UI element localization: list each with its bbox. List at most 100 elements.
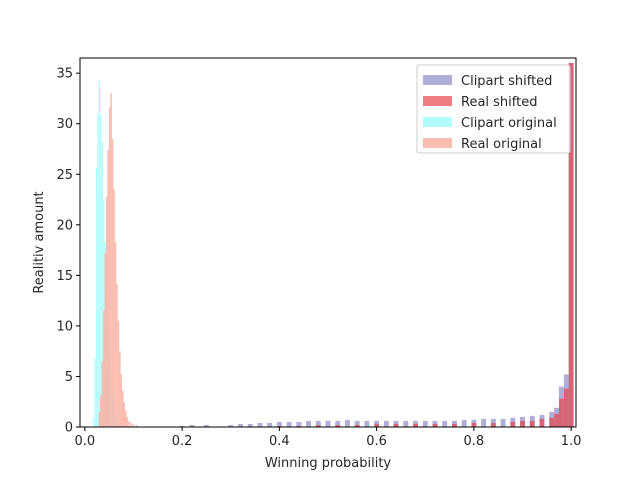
histogram-bar: [100, 394, 102, 427]
y-tick-label: 5: [65, 370, 73, 385]
histogram-bar: [105, 196, 108, 427]
histogram-bar: [103, 310, 105, 427]
x-tick-label: 0.0: [75, 434, 96, 449]
histogram-bar: [383, 420, 389, 427]
legend-box: [416, 64, 571, 154]
histogram-bar: [128, 420, 130, 427]
histogram-bar: [315, 424, 321, 427]
x-tick-label: 0.4: [269, 434, 290, 449]
legend-label: Real shifted: [461, 95, 537, 110]
histogram-bar: [413, 423, 418, 427]
x-tick-label: 0.8: [464, 434, 485, 449]
histogram-bar: [267, 422, 273, 427]
legend-swatch: [423, 138, 452, 148]
histogram-bar: [442, 420, 448, 427]
histogram-bar: [452, 420, 457, 427]
histogram-bars: [92, 63, 574, 427]
histogram-bar: [124, 410, 127, 427]
histogram-bar: [97, 113, 99, 427]
legend-label: Real original: [461, 137, 542, 152]
histogram-bar: [549, 417, 555, 427]
histogram-bar: [374, 420, 380, 427]
histogram-bar: [539, 418, 545, 427]
histogram-bar: [238, 423, 243, 427]
histogram-bar: [111, 138, 114, 427]
histogram-bar: [432, 420, 438, 427]
histogram-bar: [107, 149, 109, 427]
histogram-bar: [461, 419, 467, 427]
histogram-bar: [113, 189, 115, 427]
y-tick-label: 30: [56, 117, 73, 132]
histogram-bar: [228, 424, 234, 427]
histogram-bar: [117, 320, 120, 427]
histogram-bar: [92, 417, 95, 427]
histogram-bar: [114, 241, 117, 427]
histogram-bar: [558, 398, 564, 427]
histogram-bar: [354, 420, 360, 427]
histogram-bar: [296, 425, 302, 427]
histogram-bar: [554, 413, 559, 427]
histogram-bar: [179, 425, 185, 427]
histogram-bar: [100, 115, 102, 427]
histogram-bar: [422, 420, 428, 427]
histogram-bar: [568, 63, 574, 427]
histogram-bar: [500, 418, 506, 427]
histogram-bar: [132, 423, 135, 427]
histogram-bar: [510, 421, 516, 427]
legend-label: Clipart shifted: [461, 74, 552, 89]
histogram-bar: [95, 168, 98, 427]
histogram-bar: [393, 423, 399, 427]
y-axis-label: Realitiv amount: [32, 191, 47, 293]
histogram-bar: [335, 424, 341, 427]
histogram-bar: [101, 361, 104, 427]
histogram-bar: [110, 93, 112, 427]
histogram-bar: [130, 422, 132, 427]
histogram-bar: [123, 402, 126, 427]
histogram-bar: [101, 141, 104, 427]
y-tick-label: 10: [56, 319, 73, 334]
x-axis-label: Winning probability: [265, 456, 392, 471]
histogram-bar: [354, 424, 360, 427]
legend-label: Clipart original: [461, 116, 557, 131]
y-tick-label: 35: [56, 67, 73, 82]
series-real-original: [98, 93, 138, 427]
x-tick-label: 0.6: [366, 434, 387, 449]
histogram-bar: [257, 422, 263, 427]
histogram-bar: [413, 420, 418, 427]
x-tick-label: 0.2: [172, 434, 193, 449]
histogram-bar: [116, 283, 118, 427]
histogram-bar: [189, 424, 195, 427]
histogram-bar: [481, 418, 487, 427]
legend-swatch: [423, 96, 452, 106]
histogram-bar: [529, 420, 535, 427]
y-tick-label: 0: [65, 421, 73, 436]
x-axis: 0.0 0.2 0.4 0.6 0.8 1.0: [75, 427, 582, 449]
histogram-bar: [104, 253, 107, 427]
histogram-bar: [374, 423, 380, 427]
series-real-shifted: [276, 63, 574, 427]
histogram-bar: [325, 420, 331, 427]
histogram-bar: [98, 81, 101, 427]
histogram-bar: [403, 420, 409, 427]
legend: Clipart shifted Real shifted Clipart origi…: [416, 64, 571, 154]
y-tick-label: 15: [56, 269, 73, 284]
histogram-bar: [126, 416, 128, 427]
histogram-bar: [204, 424, 209, 427]
histogram-bar: [452, 423, 457, 427]
histogram-bar: [119, 351, 121, 427]
histogram-bar: [247, 423, 253, 427]
histogram-bar: [335, 420, 341, 427]
histogram-bar: [520, 420, 525, 427]
plot-frame: [79, 57, 577, 428]
histogram-bar: [432, 423, 438, 427]
histogram-bar: [286, 421, 292, 427]
histogram-bar: [276, 425, 282, 427]
y-tick-label: 25: [56, 168, 73, 183]
histogram-bar: [315, 420, 321, 427]
histogram-bar: [490, 422, 496, 427]
x-tick-label: 1.0: [561, 434, 582, 449]
histogram-bar: [108, 107, 111, 427]
histogram-bar: [276, 421, 282, 427]
y-axis: 0 5 10 15 20 25 30 35: [56, 67, 80, 436]
histogram-bar: [296, 421, 302, 427]
